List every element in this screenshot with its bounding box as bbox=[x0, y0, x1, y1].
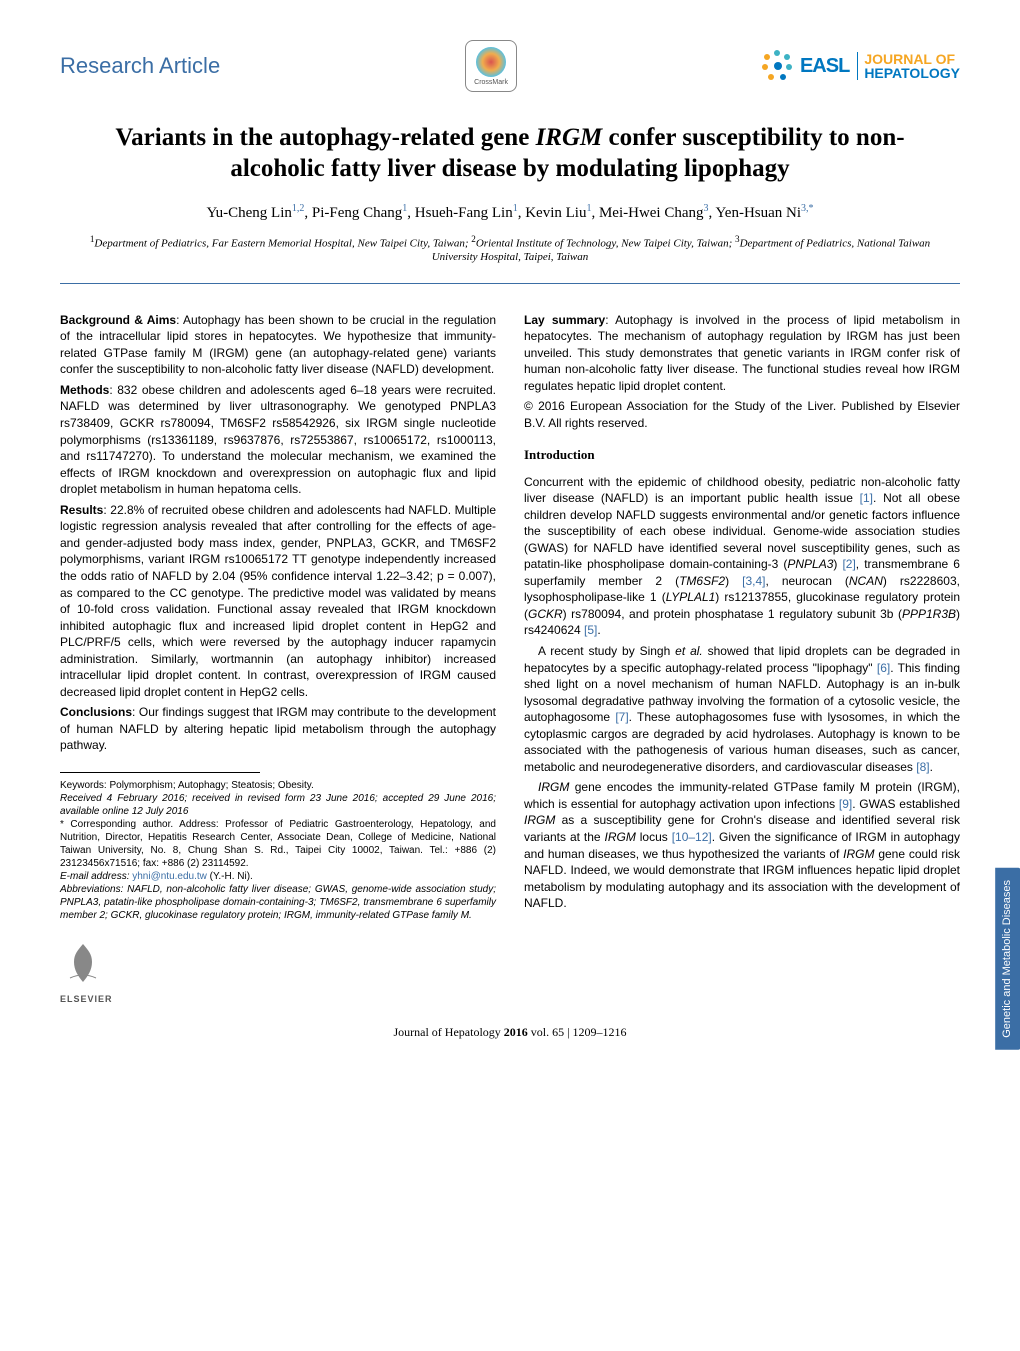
copyright: © 2016 European Association for the Stud… bbox=[524, 398, 960, 431]
keywords: Keywords: Polymorphism; Autophagy; Steat… bbox=[60, 779, 496, 792]
affiliations: 1Department of Pediatrics, Far Eastern M… bbox=[80, 234, 940, 265]
abstract-conclusions: Conclusions: Our findings suggest that I… bbox=[60, 704, 496, 754]
conclusions-label: Conclusions bbox=[60, 705, 132, 719]
page-header: Research Article CrossMark EASL JOURNAL … bbox=[60, 40, 960, 92]
footer-citation: Journal of Hepatology 2016 vol. 65 | 120… bbox=[60, 1025, 960, 1040]
abstract-background: Background & Aims: Autophagy has been sh… bbox=[60, 312, 496, 378]
elsevier-label: ELSEVIER bbox=[60, 993, 120, 1005]
intro-p3: IRGM gene encodes the immunity-related G… bbox=[524, 779, 960, 911]
intro-p2: A recent study by Singh et al. showed th… bbox=[524, 643, 960, 775]
results-text: : 22.8% of recruited obese children and … bbox=[60, 503, 496, 699]
section-side-tab: Genetic and Metabolic Diseases bbox=[995, 868, 1020, 1050]
crossmark-icon[interactable]: CrossMark bbox=[465, 40, 517, 92]
easl-text: EASL bbox=[800, 55, 849, 78]
journal-name-line1: JOURNAL OF bbox=[864, 52, 960, 66]
article-type: Research Article bbox=[60, 53, 220, 79]
abstract-lay: Lay summary: Autophagy is involved in th… bbox=[524, 312, 960, 395]
email-link[interactable]: yhni@ntu.edu.tw bbox=[132, 871, 207, 882]
left-column: Background & Aims: Autophagy has been sh… bbox=[60, 312, 496, 1005]
footnotes: Keywords: Polymorphism; Autophagy; Steat… bbox=[60, 779, 496, 922]
lay-label: Lay summary bbox=[524, 313, 605, 327]
journal-name-line2: HEPATOLOGY bbox=[864, 66, 960, 80]
methods-label: Methods bbox=[60, 383, 109, 397]
corresponding-author: * Corresponding author. Address: Profess… bbox=[60, 818, 496, 870]
authors-line: Yu-Cheng Lin1,2, Pi-Feng Chang1, Hsueh-F… bbox=[60, 203, 960, 222]
journal-logo: EASL JOURNAL OF HEPATOLOGY bbox=[762, 50, 960, 82]
results-label: Results bbox=[60, 503, 103, 517]
footnotes-divider bbox=[60, 772, 260, 773]
abbreviations: Abbreviations: NAFLD, non-alcoholic fatt… bbox=[60, 883, 496, 922]
email-suffix: (Y.-H. Ni). bbox=[207, 871, 253, 882]
easl-dots-icon bbox=[762, 50, 794, 82]
journal-name: JOURNAL OF HEPATOLOGY bbox=[857, 52, 960, 80]
introduction-heading: Introduction bbox=[524, 446, 960, 464]
elsevier-tree-icon bbox=[60, 940, 106, 986]
methods-text: : 832 obese children and adolescents age… bbox=[60, 383, 496, 496]
abstract-methods: Methods: 832 obese children and adolesce… bbox=[60, 382, 496, 498]
intro-p1: Concurrent with the epidemic of childhoo… bbox=[524, 474, 960, 639]
header-divider bbox=[60, 283, 960, 284]
abstract-results: Results: 22.8% of recruited obese childr… bbox=[60, 502, 496, 701]
background-label: Background & Aims bbox=[60, 313, 176, 327]
body-columns: Background & Aims: Autophagy has been sh… bbox=[60, 312, 960, 1005]
article-title: Variants in the autophagy-related gene I… bbox=[100, 122, 920, 185]
right-column: Lay summary: Autophagy is involved in th… bbox=[524, 312, 960, 1005]
crossmark-circle-icon bbox=[476, 47, 506, 77]
crossmark-label: CrossMark bbox=[474, 79, 508, 86]
elsevier-logo: ELSEVIER bbox=[60, 940, 120, 1005]
email-label: E-mail address: bbox=[60, 871, 129, 882]
received-dates: Received 4 February 2016; received in re… bbox=[60, 792, 496, 818]
email-line: E-mail address: yhni@ntu.edu.tw (Y.-H. N… bbox=[60, 870, 496, 883]
